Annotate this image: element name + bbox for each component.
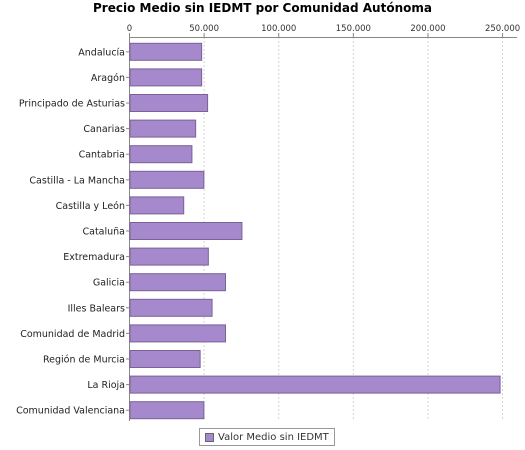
bar — [129, 145, 193, 164]
category-label: Cataluña — [82, 227, 125, 238]
category-label: Castilla y León — [56, 201, 125, 212]
bar — [129, 298, 213, 317]
category-label: Comunidad de Madrid — [20, 329, 125, 340]
bar — [129, 350, 201, 368]
category-label: Comunidad Valenciana — [16, 406, 125, 417]
legend-swatch — [205, 432, 214, 442]
bar — [129, 273, 227, 292]
legend-label: Valor Medio sin IEDMT — [218, 431, 329, 443]
bar — [129, 94, 209, 112]
category-label: Castilla - La Mancha — [29, 175, 125, 186]
bar — [129, 196, 185, 215]
bar — [129, 324, 227, 343]
x-tick-label: 150.000 — [336, 24, 371, 34]
bar — [129, 247, 209, 266]
bar — [129, 170, 205, 189]
category-label: Principado de Asturias — [19, 99, 125, 110]
bar — [129, 119, 197, 138]
category-label: Extremadura — [63, 252, 125, 263]
category-label: La Rioja — [87, 380, 125, 391]
category-label: Región de Murcia — [43, 355, 125, 366]
x-tick-label: 250.000 — [485, 24, 520, 34]
x-tick-label: 200.000 — [410, 24, 445, 34]
x-tick-label: 100.000 — [261, 24, 296, 34]
category-label: Cantabria — [79, 150, 125, 161]
bar — [129, 42, 203, 61]
bar — [129, 401, 205, 420]
category-label: Illes Balears — [68, 303, 125, 314]
x-tick-label: 0 — [127, 24, 132, 34]
category-label: Aragón — [91, 73, 125, 84]
category-label: Galicia — [93, 278, 125, 289]
bar — [129, 222, 243, 240]
category-label: Canarias — [83, 124, 125, 135]
bar — [129, 68, 203, 87]
x-tick-label: 50.000 — [189, 24, 219, 34]
category-label: Andalucía — [78, 47, 125, 58]
legend: Valor Medio sin IEDMT — [199, 428, 335, 446]
chart-title: Precio Medio sin IEDMT por Comunidad Aut… — [93, 1, 432, 15]
bar — [129, 375, 501, 394]
